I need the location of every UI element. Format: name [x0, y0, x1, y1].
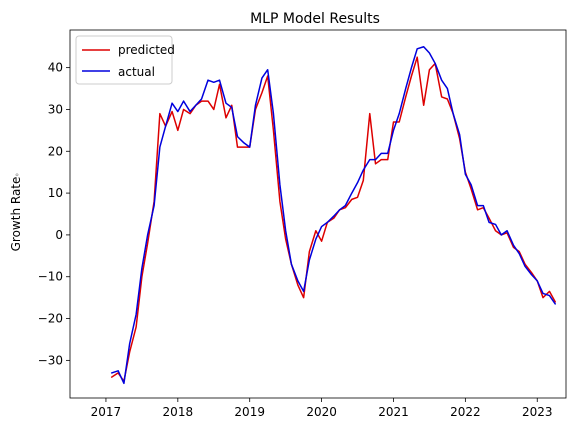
chart-title: MLP Model Results	[250, 11, 380, 27]
x-tick-label: 2022	[450, 405, 481, 419]
y-axis-label-marker: °	[15, 173, 20, 183]
y-tick-label: 0	[55, 228, 63, 242]
x-tick-label: 2021	[378, 405, 409, 419]
x-tick-label: 2020	[306, 405, 337, 419]
y-tick-label: 10	[48, 186, 63, 200]
y-tick-label: 40	[48, 61, 63, 75]
x-axis: 2017 2018 2019 2020 2021 2022 2023	[91, 398, 553, 419]
plot-area	[110, 45, 556, 385]
y-tick-label: 30	[48, 102, 63, 116]
y-tick-label: −20	[38, 312, 63, 326]
x-tick-label: 2023	[522, 405, 553, 419]
legend-box	[75, 35, 173, 85]
x-tick-label: 2017	[91, 405, 122, 419]
series-line-predicted	[110, 56, 556, 383]
x-tick-label: 2019	[234, 405, 265, 419]
y-tick-label: 20	[48, 144, 63, 158]
y-axis-label: Growth Rate	[9, 177, 23, 252]
legend-label-actual: actual	[118, 65, 155, 79]
legend-label-predicted: predicted	[118, 43, 175, 57]
series-line-actual	[110, 45, 556, 385]
y-tick-label: −10	[38, 270, 63, 284]
legend: predicted actual	[75, 35, 175, 85]
y-tick-label: −30	[38, 353, 63, 367]
plot-frame	[69, 29, 567, 399]
y-axis: −30 −20 −10 0 10 20 30 40	[38, 61, 70, 367]
x-tick-label: 2018	[163, 405, 194, 419]
